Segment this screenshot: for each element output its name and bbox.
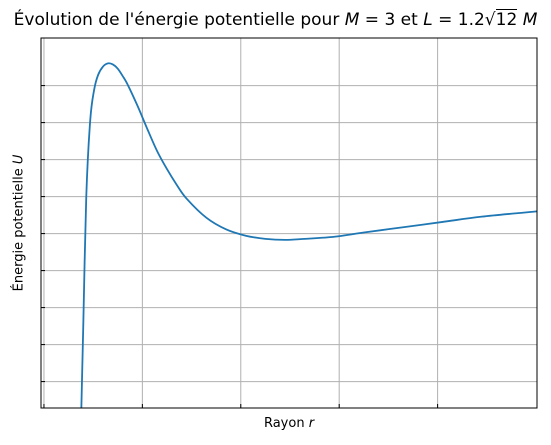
title-var-m: M [344, 10, 360, 30]
title-prefix: Évolution de l'énergie potentielle pour [13, 10, 345, 30]
y-axis-label-wrap: Énergie potentielle U [0, 38, 38, 408]
y-axis-label: Énergie potentielle U [12, 155, 27, 292]
title-var-l: L [423, 10, 433, 30]
title-eq2: = 1.2 [432, 10, 485, 30]
plot-frame [40, 37, 538, 409]
ylabel-var: U [11, 154, 27, 165]
xlabel-prefix: Rayon [263, 416, 309, 431]
x-axis-label: Rayon r [41, 416, 537, 431]
title-eq1: = 3 et [359, 10, 424, 30]
chart-title: Évolution de l'énergie potentielle pour … [0, 9, 551, 30]
title-var-m2: M [522, 10, 538, 30]
series-line [80, 62, 538, 409]
xlabel-var: r [308, 416, 315, 431]
grid-lines [41, 38, 537, 408]
ylabel-prefix: Énergie potentielle [11, 164, 27, 292]
axis-ticks [41, 85, 439, 408]
sqrt-symbol: √ [484, 10, 496, 30]
title-sqrt-arg: 12 [495, 9, 518, 30]
